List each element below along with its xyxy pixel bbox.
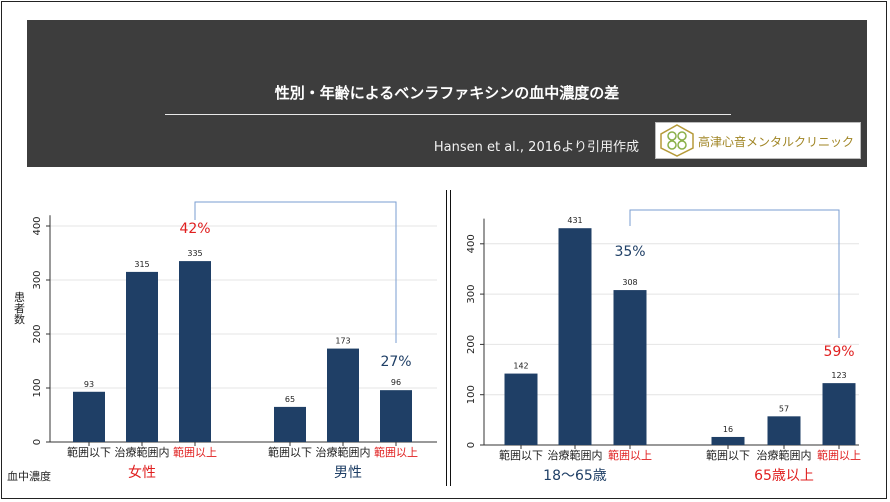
- y-tick-label: 0: [32, 439, 43, 445]
- bar: [73, 391, 105, 442]
- x-category-label: 範囲以下: [268, 445, 312, 459]
- y-tick-label: 200: [32, 324, 43, 343]
- bar: [767, 416, 801, 445]
- y-tick-label: 200: [466, 335, 477, 354]
- slide-title: 性別・年齢によるベンラファキシンの血中濃度の差: [274, 84, 620, 102]
- bar: [327, 348, 359, 442]
- bar-value-label: 431: [567, 216, 582, 225]
- source-citation: Hansen et al., 2016より引用作成: [433, 140, 639, 155]
- x-category-label: 範囲以下: [67, 445, 111, 459]
- y-tick-label: 300: [466, 285, 477, 304]
- x-category-label: 範囲以上: [817, 448, 861, 462]
- x-category-label: 範囲以上: [374, 445, 418, 459]
- group-label: 18～65歳: [543, 468, 607, 484]
- group-label: 女性: [128, 464, 156, 481]
- bar-value-label: 308: [622, 278, 637, 287]
- bar-value-label: 93: [84, 380, 94, 389]
- bar-value-label: 315: [134, 260, 149, 269]
- bar-value-label: 96: [391, 378, 401, 387]
- percent-label: 42%: [179, 221, 210, 237]
- y-tick-label: 100: [466, 385, 477, 404]
- logo-text: 高津心音メンタルクリニック: [698, 135, 855, 149]
- bar: [380, 390, 412, 442]
- percent-label: 35%: [614, 244, 645, 260]
- bar: [179, 261, 211, 442]
- y-tick-label: 100: [32, 378, 43, 397]
- percent-label: 59%: [823, 344, 854, 360]
- chart-age: 0100200300400142範囲以下431治療範囲内308範囲以上18～65…: [466, 209, 861, 484]
- bar-value-label: 173: [335, 337, 350, 346]
- group-label: 65歳以上: [754, 468, 814, 484]
- y-tick-label: 400: [466, 234, 477, 253]
- x-category-label: 範囲以上: [608, 448, 652, 462]
- bar-value-label: 57: [779, 404, 789, 413]
- logo-icon: [660, 124, 694, 157]
- bar-value-label: 65: [285, 395, 295, 404]
- title-underline: [165, 114, 731, 115]
- comparison-bracket: [194, 201, 397, 343]
- x-category-label: 範囲以下: [499, 448, 543, 462]
- panel-divider-right: [450, 190, 451, 486]
- x-category-label: 治療範囲内: [115, 445, 170, 459]
- bar-value-label: 123: [831, 371, 846, 380]
- bar: [504, 373, 538, 445]
- bar-value-label: 335: [187, 249, 202, 258]
- x-axis-label: 血中濃度: [7, 469, 51, 483]
- bar-value-label: 142: [513, 362, 528, 371]
- x-category-label: 治療範囲内: [316, 445, 371, 459]
- percent-label: 27%: [380, 354, 411, 370]
- x-category-label: 範囲以上: [173, 445, 217, 459]
- y-tick-label: 300: [32, 270, 43, 289]
- bar: [126, 271, 158, 442]
- comparison-bracket: [629, 209, 840, 338]
- bar: [613, 290, 647, 445]
- y-axis-label: 患者数: [13, 291, 26, 325]
- x-category-label: 治療範囲内: [548, 448, 603, 462]
- group-label: 男性: [334, 465, 362, 481]
- header-banner: 性別・年齢によるベンラファキシンの血中濃度の差 Hansen et al., 2…: [27, 20, 867, 167]
- y-tick-label: 0: [466, 442, 477, 448]
- bar: [822, 383, 856, 445]
- panel-divider-left: [446, 190, 447, 486]
- bar: [274, 406, 306, 442]
- bar-value-label: 16: [723, 425, 733, 434]
- y-tick-label: 400: [32, 216, 43, 235]
- x-category-label: 治療範囲内: [757, 448, 812, 462]
- x-category-label: 範囲以下: [706, 448, 750, 462]
- clinic-logo: 高津心音メンタルクリニック: [655, 122, 861, 159]
- bar: [558, 228, 592, 445]
- bar: [711, 436, 745, 445]
